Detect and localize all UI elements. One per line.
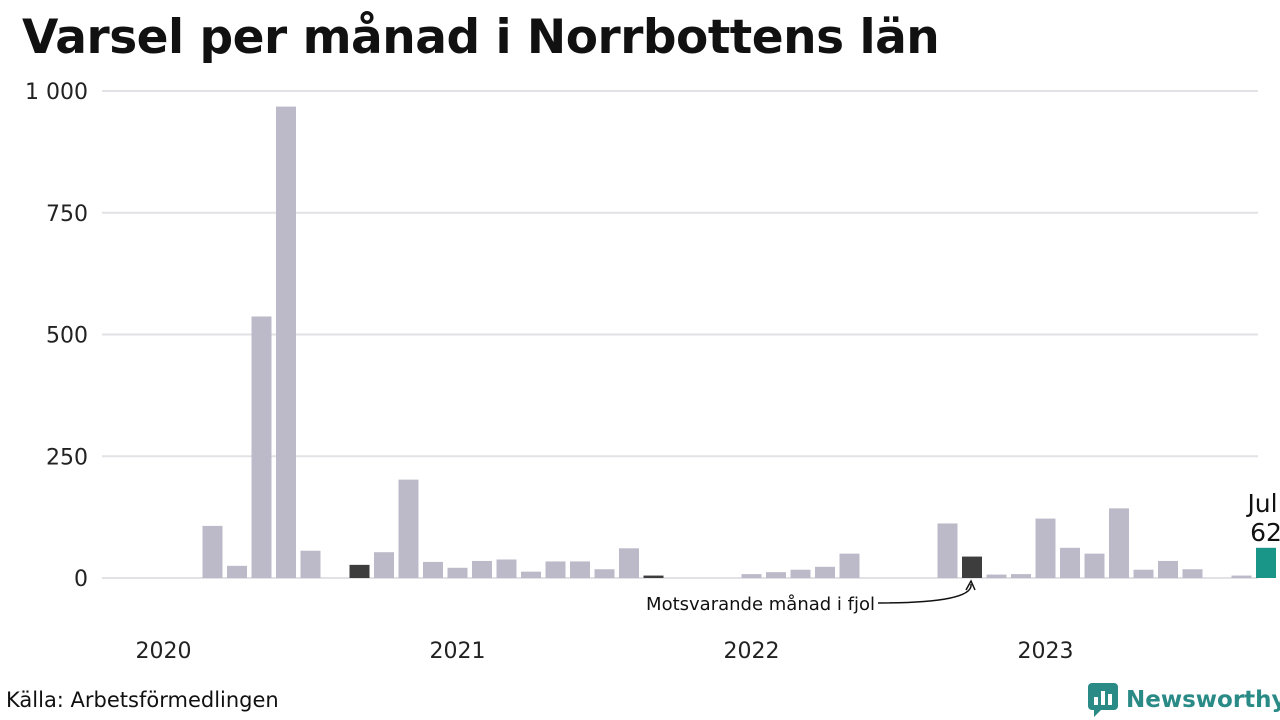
annotation-arrowhead [965, 579, 976, 591]
bar [374, 552, 394, 578]
bar [1109, 508, 1129, 578]
bar [202, 525, 223, 578]
source-note: Källa: Arbetsförmedlingen [6, 688, 279, 712]
bar [472, 560, 492, 578]
y-tick-label: 0 [74, 567, 88, 592]
x-axis-labels: 2020 2021 2022 2023 [136, 639, 1074, 664]
bar [1231, 575, 1252, 578]
bar [496, 559, 517, 578]
grid-lines [102, 90, 1258, 579]
bar [1158, 560, 1178, 578]
y-axis-labels: 0 250 500 750 1 000 [25, 80, 88, 592]
bar [986, 574, 1007, 578]
annotations: Juli62 Motsvarande månad i fjol [646, 489, 1280, 615]
y-tick-label: 1 000 [25, 80, 88, 105]
bar [545, 561, 566, 578]
bar [300, 550, 321, 578]
bar [937, 523, 958, 578]
highlight-month-label: Juli [1245, 489, 1280, 518]
highlight-bar [1256, 547, 1276, 578]
y-tick-label: 500 [46, 324, 88, 349]
bar [594, 569, 615, 578]
bar [1182, 569, 1203, 578]
bar [1133, 569, 1154, 578]
chart-title: Varsel per månad i Norrbottens län [22, 10, 940, 65]
y-tick-label: 250 [46, 445, 88, 470]
bar [570, 561, 590, 578]
bar [276, 106, 296, 579]
bar [1011, 574, 1031, 578]
highlight-value-label: 62 [1250, 518, 1280, 547]
annotation-label: Motsvarande månad i fjol [646, 594, 875, 615]
bar [1035, 518, 1056, 578]
bar [227, 565, 247, 578]
bar [815, 566, 835, 578]
x-axis-year-label: 2021 [430, 639, 486, 664]
x-axis-year-label: 2023 [1018, 639, 1074, 664]
annotation-arrow [877, 583, 972, 604]
brand-name: Newsworthy [1126, 687, 1280, 713]
comparison-bar [962, 556, 982, 578]
y-tick-label: 750 [46, 202, 88, 227]
bar [423, 561, 443, 578]
bar [766, 572, 786, 578]
bar [1084, 553, 1105, 578]
bar [790, 569, 811, 578]
newsworthy-logo-icon [1088, 683, 1118, 717]
bars [202, 106, 1276, 579]
bar [521, 571, 541, 578]
comparison-bar [349, 564, 370, 578]
bar [839, 553, 860, 578]
bar [251, 316, 272, 578]
bar [398, 479, 419, 578]
x-axis-year-label: 2022 [724, 639, 780, 664]
bar [447, 567, 468, 578]
bar [619, 548, 639, 578]
bar [1060, 547, 1080, 578]
bar [741, 574, 762, 578]
x-axis-year-label: 2020 [136, 639, 192, 664]
brand-logo[interactable]: Newsworthy [1088, 682, 1280, 718]
comparison-bar [643, 575, 664, 578]
